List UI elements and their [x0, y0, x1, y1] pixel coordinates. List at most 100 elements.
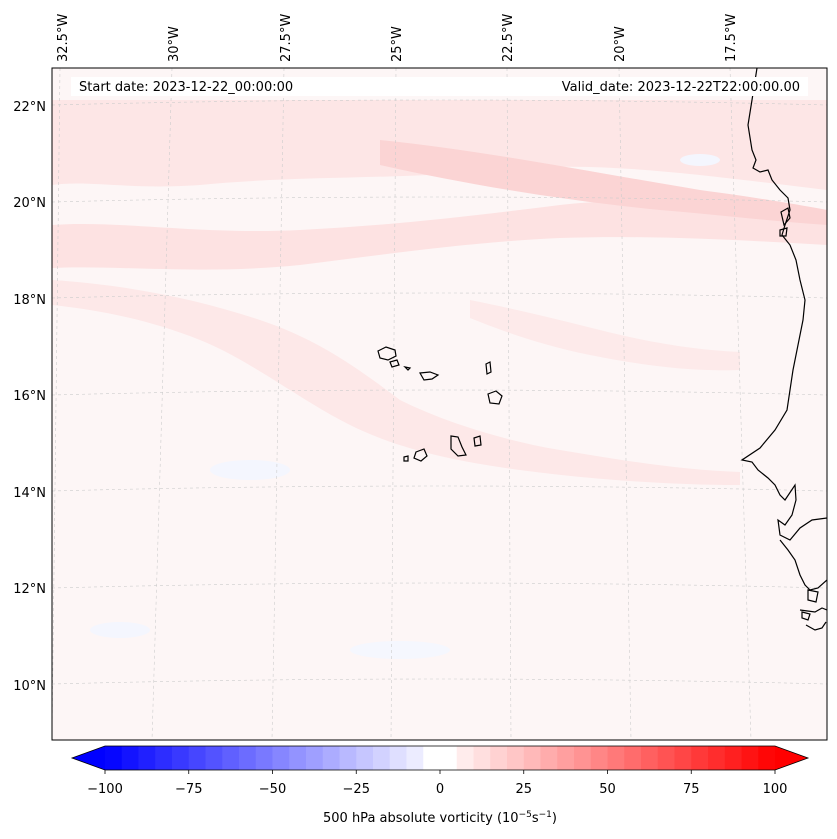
island-santa-luzia: [403, 366, 412, 371]
gridline-lon: [506, 68, 512, 740]
africa-coastline: [799, 607, 827, 613]
colorbar-extend-high: [775, 746, 808, 770]
colorbar-cell: [222, 746, 240, 770]
colorbar-cell: [440, 746, 458, 770]
colorbar-cell: [590, 746, 608, 770]
valid-date-label: Valid_date: 2023-12-22T22:00:00.00: [562, 80, 800, 95]
island-brava: [403, 455, 409, 462]
colorbar-cell: [507, 746, 525, 770]
island-santiago: [450, 435, 467, 457]
colorbar-cell: [389, 746, 407, 770]
gridline-lon: [729, 68, 752, 740]
colorbar-cell: [306, 746, 324, 770]
africa-coastline: [740, 68, 827, 541]
gridline-lon: [271, 68, 285, 740]
colorbar-cell: [105, 746, 123, 770]
colorbar-cell: [540, 746, 558, 770]
colorbar: −100 −75 −50 −25 0 25 50 75 100 500 hPa absolute…: [70, 745, 810, 826]
colorbar-cell: [674, 746, 692, 770]
colorbar-tick-label: 100: [763, 782, 788, 797]
gridline-lon: [390, 68, 397, 740]
colorbar-cell: [172, 746, 190, 770]
colorbar-ticks: −100 −75 −50 −25 0 25 50 75 100: [87, 770, 787, 797]
lon-label: 20°W: [613, 26, 628, 62]
colorbar-cell: [239, 746, 257, 770]
african-island: [807, 589, 819, 603]
colorbar-tick-label: 0: [436, 782, 444, 797]
lat-label: 18°N: [13, 293, 46, 308]
start-date-label: Start date: 2023-12-22_00:00:00: [79, 80, 293, 95]
lat-label: 20°N: [13, 196, 46, 211]
colorbar-cell: [741, 746, 759, 770]
gridline-lat: [52, 582, 827, 589]
colorbar-cell: [456, 746, 474, 770]
gridline-lon: [52, 68, 61, 740]
vorticity-patch: [350, 641, 450, 659]
gridline-lat: [52, 389, 827, 396]
colorbar-cell: [607, 746, 625, 770]
map-panel: [51, 67, 828, 741]
gridline-lat: [52, 196, 827, 203]
map-frame: [51, 67, 828, 741]
colorbar-cell: [523, 746, 541, 770]
vorticity-field: [52, 100, 827, 659]
vorticity-patch: [680, 154, 720, 166]
colorbar-tick-label: −50: [259, 782, 286, 797]
island-fogo: [413, 448, 428, 462]
colorbar-cell: [641, 746, 659, 770]
colorbar-cell: [138, 746, 156, 770]
lon-label: 17.5°W: [724, 14, 739, 62]
lat-label: 14°N: [13, 486, 46, 501]
island-boa-vista: [487, 390, 503, 405]
gridline-lat: [52, 678, 827, 685]
colorbar-cell: [272, 746, 290, 770]
island-sal: [485, 361, 492, 375]
lat-label: 16°N: [13, 389, 46, 404]
colorbar-label: 500 hPa absolute vorticity (10−5s−1): [323, 810, 557, 826]
island-santo-antao: [377, 346, 397, 361]
colorbar-tick-label: −25: [343, 782, 370, 797]
colorbar-cell: [155, 746, 173, 770]
colorbar-cells: [72, 746, 808, 770]
gridline-lon: [618, 68, 632, 740]
colorbar-cell: [255, 746, 273, 770]
colorbar-cell: [657, 746, 675, 770]
colorbar-cell: [322, 746, 340, 770]
gridline-lon: [151, 68, 173, 740]
lat-labels: 22°N 20°N 18°N 16°N 14°N 12°N 10°N: [13, 100, 46, 694]
african-island: [779, 227, 788, 237]
african-island: [801, 611, 811, 621]
colorbar-tick-label: −75: [175, 782, 202, 797]
island-sao-nicolau: [419, 371, 440, 381]
graticule: [52, 68, 827, 740]
lon-label: 22.5°W: [501, 14, 516, 62]
colorbar-cell: [624, 746, 642, 770]
colorbar-cell: [356, 746, 374, 770]
lon-label: 32.5°W: [56, 14, 71, 62]
lon-label: 25°W: [390, 26, 405, 62]
colorbar-tick-label: 50: [599, 782, 616, 797]
colorbar-cell: [724, 746, 742, 770]
gridline-lat: [52, 292, 827, 299]
vorticity-band: [380, 140, 827, 225]
colorbar-cell: [373, 746, 391, 770]
africa-coastline: [779, 539, 827, 591]
africa-coastline: [805, 621, 827, 631]
colorbar-cell: [205, 746, 223, 770]
lon-label: 30°W: [167, 26, 182, 62]
lat-label: 12°N: [13, 582, 46, 597]
lat-label: 10°N: [13, 679, 46, 694]
african-island: [780, 207, 791, 227]
colorbar-cell: [423, 746, 441, 770]
vorticity-band: [52, 200, 827, 270]
colorbar-cell: [574, 746, 592, 770]
cape-verde-islands: [377, 346, 503, 462]
colorbar-extend-low: [72, 746, 105, 770]
colorbar-cell: [758, 746, 776, 770]
coastline: [740, 68, 827, 631]
gridline-lat: [52, 99, 827, 106]
colorbar-cell: [557, 746, 575, 770]
vorticity-band: [52, 280, 740, 485]
gridline-lat: [52, 485, 827, 492]
